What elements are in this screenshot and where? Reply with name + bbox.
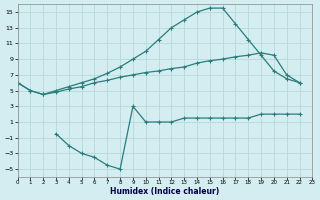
X-axis label: Humidex (Indice chaleur): Humidex (Indice chaleur) — [110, 187, 220, 196]
